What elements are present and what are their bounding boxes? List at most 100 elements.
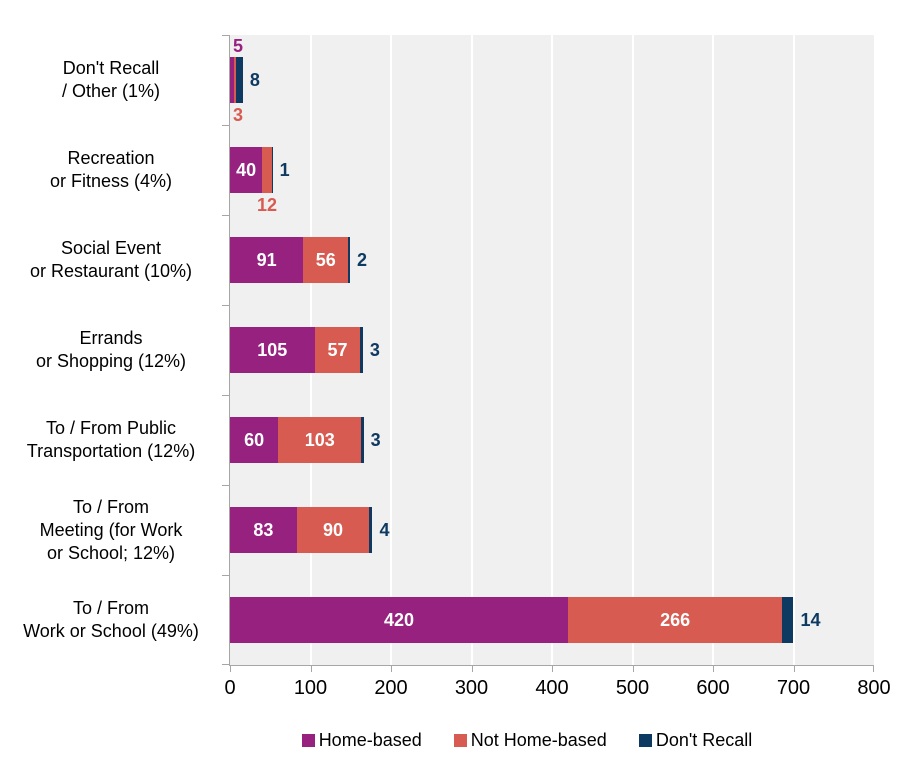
bar-segment-not-home-based: 56 [303, 237, 349, 283]
legend-label: Home-based [318, 729, 422, 750]
category-label-line: or Restaurant (10%) [29, 261, 193, 281]
x-axis-tick [552, 665, 553, 672]
x-axis-tick [713, 665, 714, 672]
category-axis: Don't Recall / Other (1%) Recreation or Fit… [0, 35, 222, 665]
category-label-line: Don't Recall [62, 58, 160, 78]
y-axis-tick [222, 575, 229, 576]
category-label-line: Meeting (for Work [39, 519, 183, 540]
value-label: 60 [244, 429, 265, 450]
category-label-line: Errands [79, 328, 143, 348]
bar-segment-home-based: 91 [230, 237, 304, 283]
bar-segment-don-t-recall [360, 327, 363, 373]
category-label: Social Event or Restaurant (10%) [0, 215, 222, 305]
category-label-line: or Shopping (12%) [35, 351, 187, 371]
bar-row: 60 103 [230, 417, 364, 463]
x-axis-tick [391, 665, 392, 672]
category-label-line: or School; 12%) [46, 542, 176, 563]
bar-row: 105 57 [230, 327, 363, 373]
x-tick-label: 0 [224, 677, 236, 699]
bar-segment-don-t-recall [369, 507, 373, 553]
bar-segment-not-home-based: 90 [296, 507, 370, 553]
value-label: 4 [379, 520, 390, 540]
x-tick-label: 200 [374, 677, 408, 699]
x-tick-label: 500 [615, 677, 650, 699]
category-label-line: / Other (1%) [61, 81, 161, 101]
y-axis-tick [222, 125, 229, 126]
category-label-line: Social Event [60, 238, 162, 258]
category-label: To / From Meeting (for Work or School; 12%… [0, 485, 222, 575]
legend-item-home-based: Home-based [301, 729, 422, 751]
category-label-line: To / From Public [45, 418, 177, 438]
bar-segment-home-based: 105 [230, 327, 315, 373]
x-axis-tick [873, 665, 874, 672]
value-label: 3 [232, 105, 244, 125]
bar-row: 420 266 [230, 597, 794, 643]
category-label: Recreation or Fitness (4%) [0, 125, 222, 215]
bar-row: 83 90 [230, 507, 373, 553]
y-axis-tick [222, 305, 229, 306]
x-tick-label: 700 [776, 677, 811, 699]
bar-segment-don-t-recall [236, 57, 243, 103]
category-label-line: Recreation [67, 148, 155, 168]
y-axis-tick [222, 485, 229, 486]
value-label: 105 [257, 339, 288, 360]
value-label: 5 [232, 36, 244, 56]
bar-segment-don-t-recall [348, 237, 350, 283]
legend-swatch-icon [638, 733, 652, 747]
x-axis-tick [793, 665, 795, 672]
x-axis-tick [632, 665, 634, 672]
bar-segment-not-home-based: 103 [278, 417, 362, 463]
legend: Home-based Not Home-based Don't Recall [205, 728, 849, 752]
category-label-line: or Fitness (4%) [49, 171, 173, 191]
x-tick-label: 100 [293, 677, 328, 699]
category-label-line: To / From [72, 496, 149, 517]
x-axis-tick [471, 665, 473, 672]
x-axis-tick [310, 665, 312, 672]
bar-segment-not-home-based [262, 147, 272, 193]
legend-label: Not Home-based [470, 729, 607, 750]
value-label: 83 [253, 519, 274, 540]
bar-segment-not-home-based: 57 [314, 327, 361, 373]
value-label: 266 [660, 609, 691, 630]
legend-item-don-t-recall: Don't Recall [638, 730, 752, 751]
category-label-line: Work or School (49%) [23, 621, 199, 641]
value-label: 3 [370, 430, 381, 450]
gridline [712, 35, 714, 665]
bar-segment-home-based: 40 [230, 147, 263, 193]
value-label: 103 [304, 429, 335, 450]
bar-segment-home-based [230, 57, 235, 103]
legend-item-not-home-based: Not Home-based [453, 729, 607, 751]
category-label-line: Transportation (12%) [26, 441, 196, 461]
bar-segment-not-home-based: 266 [568, 597, 783, 643]
bar-segment-home-based: 83 [230, 507, 297, 553]
value-label: 91 [256, 249, 277, 270]
x-tick-label: 400 [535, 677, 569, 699]
gridline [551, 35, 553, 665]
bar-segment-home-based: 420 [230, 597, 569, 643]
value-label: 3 [369, 340, 380, 360]
y-axis-tick [222, 395, 229, 396]
bar-segment-don-t-recall [361, 417, 364, 463]
bar-row: 40 [230, 147, 273, 193]
bar-segment-home-based: 60 [230, 417, 279, 463]
gridline [631, 35, 634, 665]
value-label: 57 [327, 339, 348, 360]
value-label: 2 [356, 250, 367, 270]
category-label: Errands or Shopping (12%) [0, 305, 222, 395]
x-tick-label: 800 [857, 677, 891, 699]
category-label: To / From Work or School (49%) [0, 575, 222, 665]
bar-segment-not-home-based [234, 57, 237, 103]
value-label: 90 [323, 519, 344, 540]
gridline [390, 35, 392, 665]
x-tick-label: 300 [454, 677, 489, 699]
value-label: 12 [257, 195, 278, 215]
bar-row [230, 57, 243, 103]
y-axis-tick [222, 215, 229, 216]
category-label: Don't Recall / Other (1%) [0, 35, 222, 125]
value-label: 1 [279, 160, 290, 180]
gridline [470, 35, 473, 665]
legend-swatch-icon [301, 733, 315, 747]
value-label: 40 [236, 159, 257, 180]
y-axis-tick [222, 35, 229, 36]
